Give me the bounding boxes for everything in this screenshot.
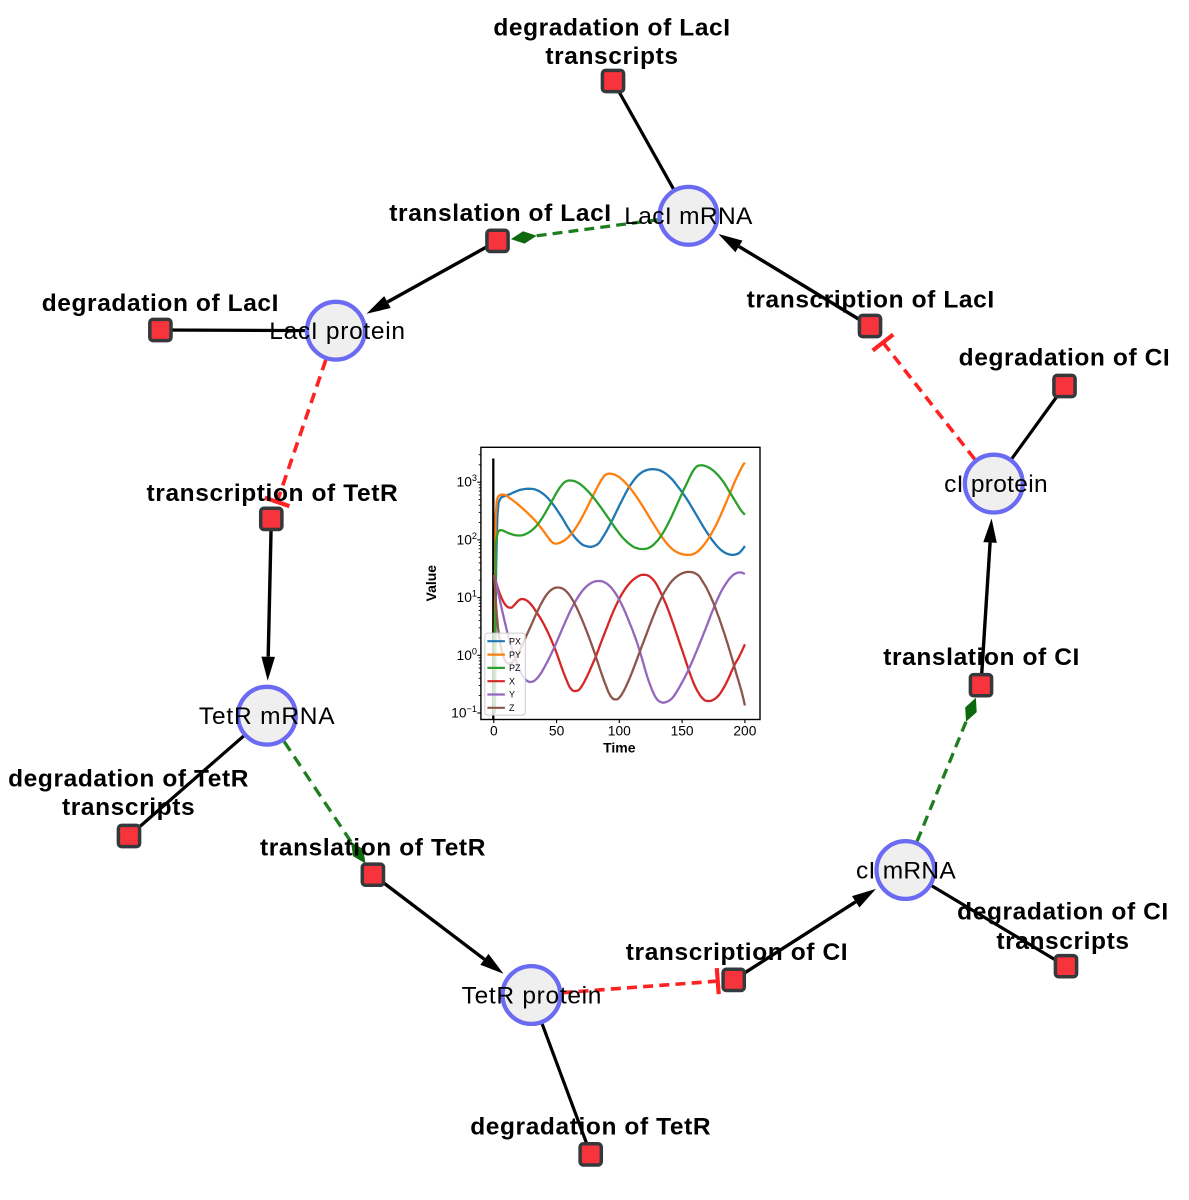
svg-text:translation of LacI: translation of LacI [389, 200, 611, 227]
svg-text:translation of CI: translation of CI [883, 644, 1080, 671]
svg-text:PY: PY [509, 650, 521, 660]
svg-text:cI mRNA: cI mRNA [856, 857, 956, 884]
svg-text:Y: Y [509, 690, 515, 700]
svg-text:transcription of CI: transcription of CI [626, 939, 848, 966]
svg-text:TetR protein: TetR protein [462, 982, 603, 1009]
svg-text:TetR mRNA: TetR mRNA [199, 703, 336, 730]
svg-text:0: 0 [490, 724, 498, 739]
svg-text:transcripts: transcripts [996, 928, 1129, 955]
svg-text:degradation of LacI: degradation of LacI [493, 15, 730, 42]
svg-text:degradation of CI: degradation of CI [957, 899, 1169, 926]
svg-text:Value: Value [423, 565, 439, 602]
svg-text:cI protein: cI protein [944, 471, 1048, 498]
svg-text:50: 50 [549, 724, 565, 739]
svg-text:degradation of TetR: degradation of TetR [8, 765, 249, 792]
svg-text:transcripts: transcripts [545, 43, 678, 70]
svg-text:Time: Time [603, 740, 636, 756]
svg-text:transcription of TetR: transcription of TetR [147, 480, 399, 507]
svg-text:PX: PX [509, 636, 521, 646]
svg-text:Z: Z [509, 703, 515, 713]
svg-text:transcripts: transcripts [62, 794, 195, 821]
svg-text:translation of TetR: translation of TetR [260, 834, 486, 861]
svg-text:degradation of LacI: degradation of LacI [42, 290, 279, 317]
svg-text:X: X [509, 676, 515, 686]
svg-text:LacI protein: LacI protein [269, 318, 405, 345]
svg-text:degradation of CI: degradation of CI [959, 345, 1171, 372]
svg-text:100: 100 [608, 724, 631, 739]
svg-text:LacI mRNA: LacI mRNA [624, 203, 753, 230]
svg-text:150: 150 [671, 724, 694, 739]
svg-text:transcription of LacI: transcription of LacI [747, 286, 995, 313]
svg-text:degradation of TetR: degradation of TetR [470, 1114, 711, 1141]
svg-text:200: 200 [733, 724, 756, 739]
svg-text:PZ: PZ [509, 663, 521, 673]
